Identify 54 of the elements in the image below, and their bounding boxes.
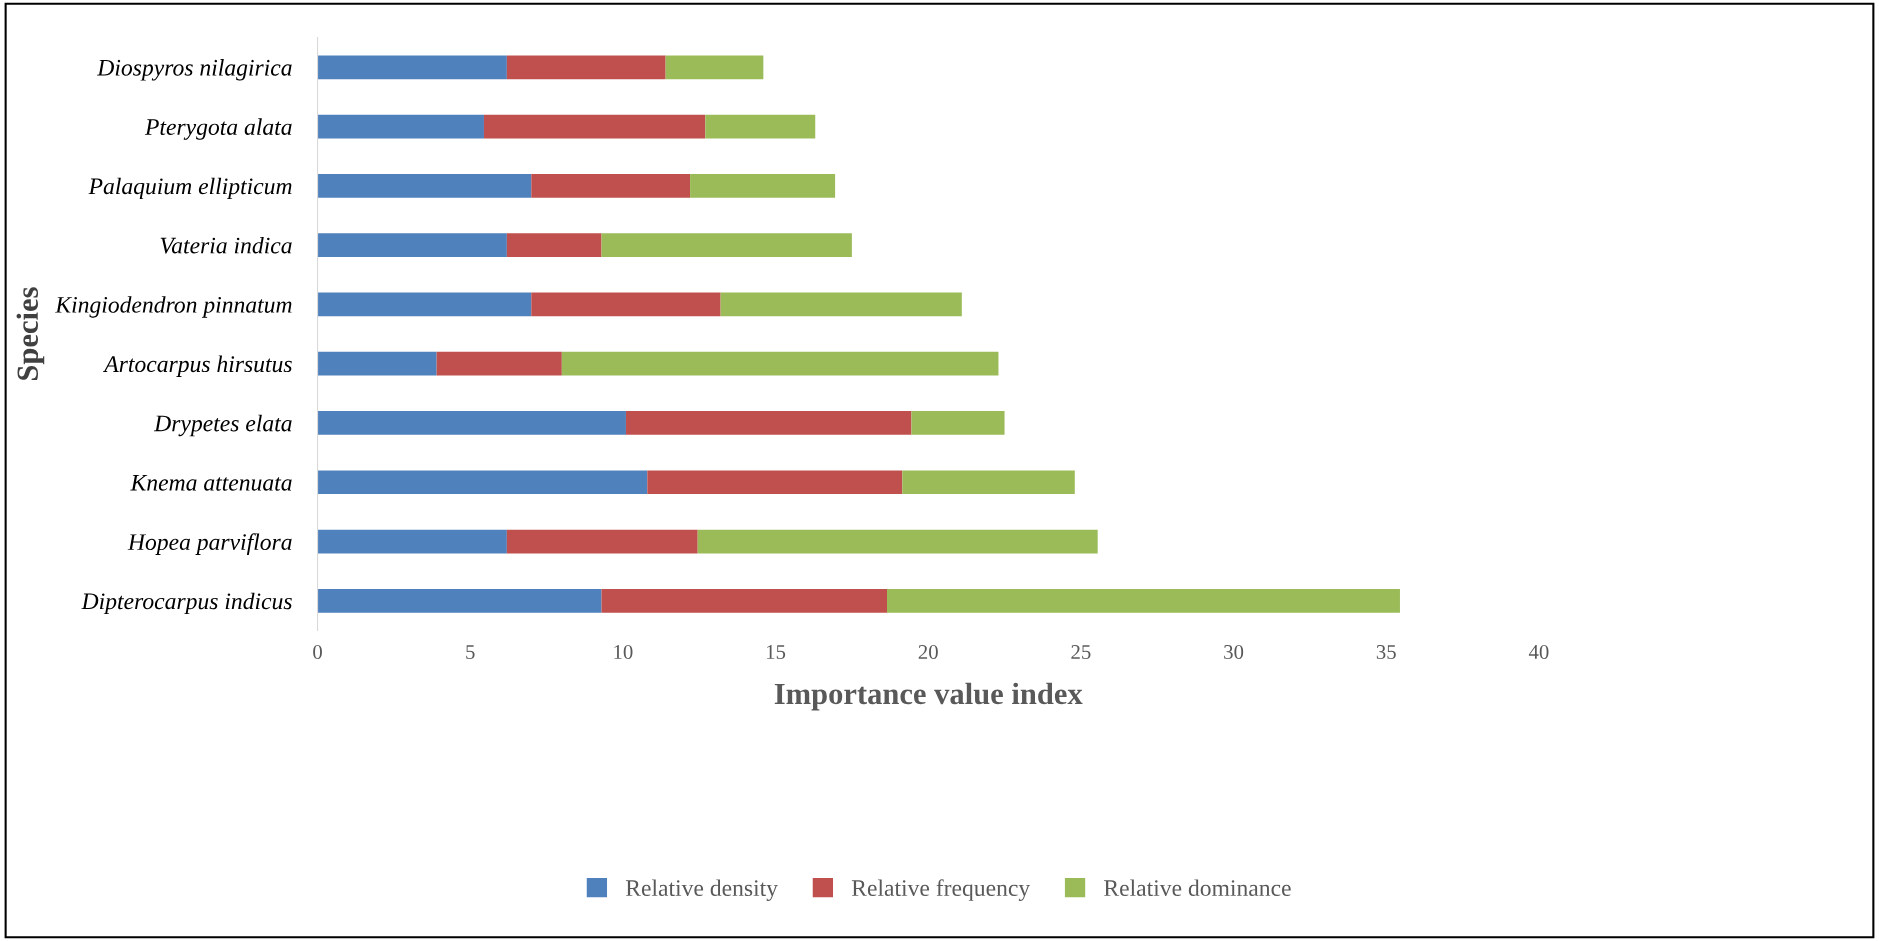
x-tick-label: 40 bbox=[1528, 644, 1549, 660]
y-tick-label: Dipterocarpus indicus bbox=[81, 592, 292, 615]
bar bbox=[561, 351, 999, 376]
bar bbox=[665, 55, 764, 80]
bar bbox=[317, 114, 484, 139]
y-axis-title: Species bbox=[16, 287, 45, 380]
bar bbox=[317, 588, 602, 613]
bar bbox=[317, 529, 507, 554]
bar bbox=[317, 411, 626, 435]
x-tick-label: 5 bbox=[466, 645, 475, 660]
bar bbox=[690, 173, 836, 198]
y-tick-label: Artocarpus hirsutus bbox=[103, 355, 292, 377]
legend-label: Relative frequency bbox=[851, 879, 1031, 901]
bar bbox=[506, 233, 602, 257]
bar bbox=[317, 470, 648, 495]
bar bbox=[647, 470, 903, 495]
y-tick-label: Drypetes elata bbox=[153, 414, 292, 437]
bar bbox=[317, 233, 507, 257]
x-axis-title: Importance value index bbox=[774, 682, 1083, 711]
bar bbox=[506, 55, 666, 80]
x-tick-label: 20 bbox=[918, 644, 938, 660]
bar bbox=[697, 529, 1098, 554]
x-tick-label: 25 bbox=[1071, 645, 1091, 660]
bar bbox=[317, 173, 532, 198]
x-tick-label: 35 bbox=[1376, 645, 1396, 660]
y-tick-label: Diospyros nilagirica bbox=[97, 59, 292, 81]
bar bbox=[531, 292, 721, 317]
bar bbox=[601, 233, 852, 257]
y-tick-label: Pterygota alata bbox=[144, 118, 292, 140]
bar bbox=[317, 292, 532, 317]
bar bbox=[436, 351, 562, 376]
y-tick-label: Knema attenuata bbox=[130, 474, 292, 491]
bar bbox=[483, 114, 706, 139]
legend-label: Relative density bbox=[625, 879, 778, 901]
bar bbox=[887, 588, 1400, 613]
bar bbox=[705, 114, 816, 139]
bar bbox=[601, 588, 888, 613]
bar bbox=[531, 173, 691, 198]
legend-label: Relative dominance bbox=[1104, 879, 1291, 897]
y-tick-label: Kingiodendron pinnatum bbox=[55, 296, 292, 318]
bar bbox=[317, 55, 507, 80]
bar bbox=[720, 292, 962, 317]
x-tick-label: 30 bbox=[1224, 644, 1244, 660]
y-tick-label: Hopea parviflora bbox=[127, 533, 292, 555]
y-tick-label: Palaquium ellipticum bbox=[88, 177, 292, 200]
y-tick-label: Vateria indica bbox=[160, 236, 292, 254]
bar bbox=[902, 470, 1075, 495]
x-tick-label: 0 bbox=[313, 644, 322, 660]
bar bbox=[506, 529, 698, 554]
bar bbox=[317, 351, 437, 376]
bar bbox=[911, 411, 1005, 435]
bar bbox=[625, 411, 912, 435]
x-tick-label: 10 bbox=[614, 644, 633, 660]
x-tick-label: 15 bbox=[766, 645, 786, 660]
